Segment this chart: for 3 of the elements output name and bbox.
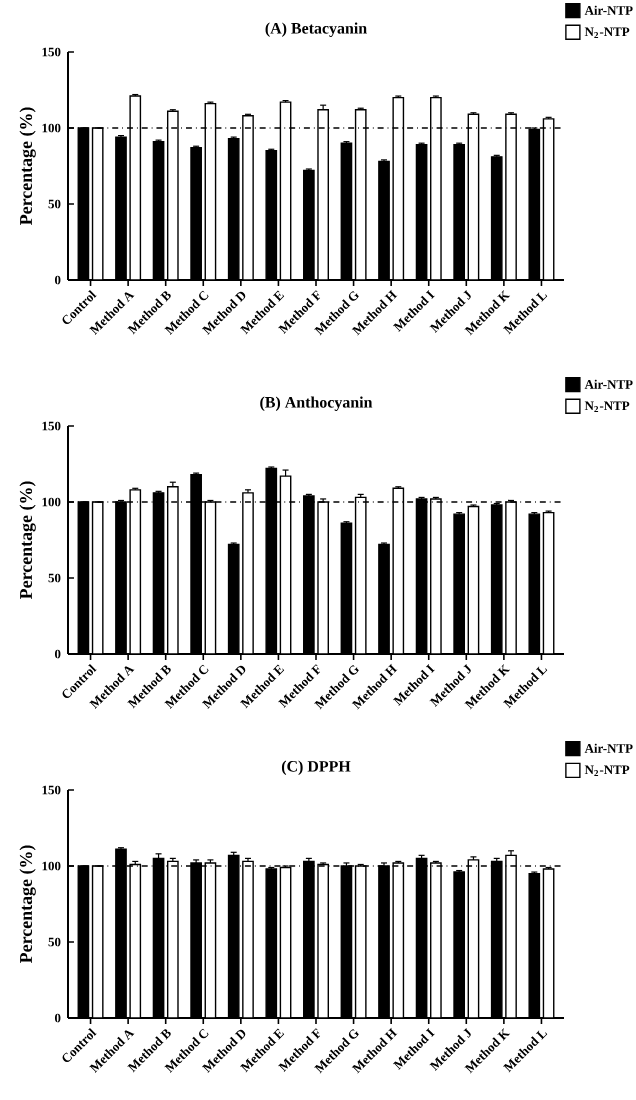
y-axis-title: Percentage (%): [19, 845, 36, 964]
y-axis-title: Percentage (%): [19, 107, 36, 225]
y-axis-title: Percentage (%): [19, 481, 36, 599]
